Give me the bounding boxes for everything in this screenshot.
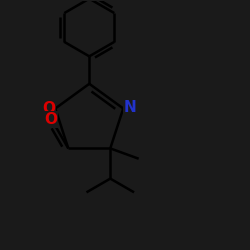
Text: N: N bbox=[124, 100, 136, 114]
Text: O: O bbox=[42, 101, 55, 116]
Text: O: O bbox=[44, 112, 57, 127]
